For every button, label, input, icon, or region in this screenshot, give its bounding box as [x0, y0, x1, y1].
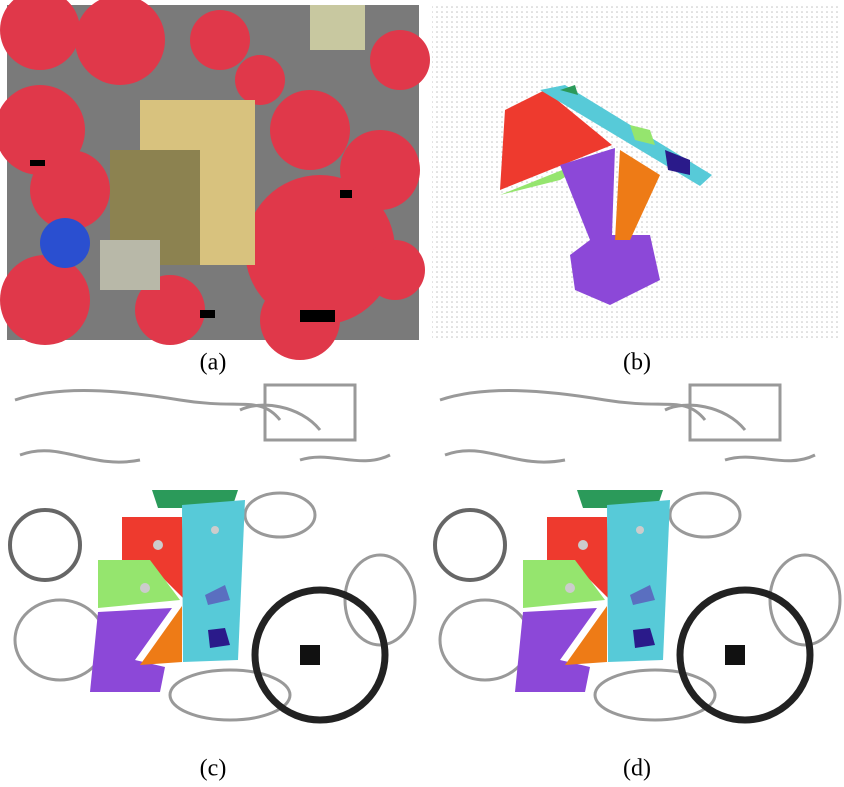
panel-c: [7, 380, 419, 720]
caption: (c): [200, 756, 227, 782]
panel-b: [432, 5, 838, 340]
panel-a: [0, 0, 430, 360]
panel-d: [432, 380, 844, 720]
caption: (d): [623, 756, 651, 782]
caption: (a): [200, 350, 227, 376]
caption: (b): [623, 350, 651, 376]
